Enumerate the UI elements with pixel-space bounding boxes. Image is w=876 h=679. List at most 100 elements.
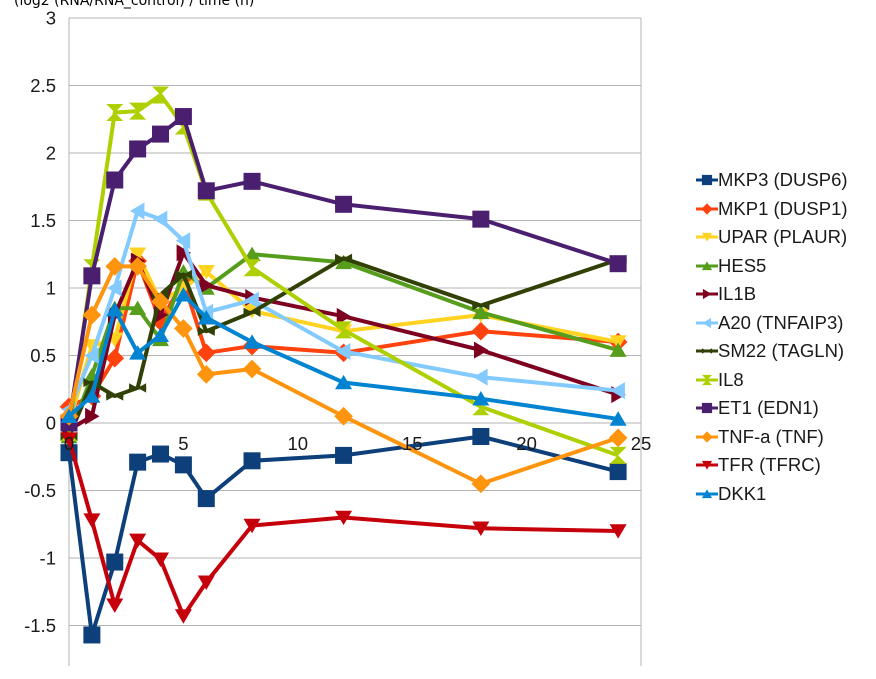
data-point [129, 300, 147, 316]
data-point [609, 446, 627, 464]
data-point [196, 343, 216, 363]
data-point [129, 140, 147, 158]
data-point [152, 86, 170, 104]
data-point [701, 403, 713, 414]
legend-swatch [696, 348, 718, 355]
legend-swatch [696, 175, 718, 186]
data-point [60, 408, 78, 424]
data-point [174, 108, 192, 126]
data-point [106, 104, 124, 121]
legend-item: SM22 (TAGLN) [696, 337, 848, 366]
legend-label: DKK1 [718, 482, 767, 504]
legend-swatch [696, 203, 718, 215]
data-point [152, 445, 170, 463]
data-point [197, 182, 215, 200]
data-point [701, 461, 713, 470]
legend-item: DKK1 [696, 480, 848, 509]
data-point [85, 407, 100, 425]
data-point [83, 513, 101, 528]
data-point [197, 265, 215, 280]
data-point [176, 244, 192, 262]
data-point [472, 300, 490, 311]
data-point [106, 301, 124, 317]
data-point [244, 291, 259, 309]
y-axis-label: (log2 (RNA/RNA_control) / time (h) [14, 0, 255, 9]
y-tick-label: 2 [46, 143, 56, 164]
data-point [83, 388, 101, 403]
legend-item: ET1 (EDN1) [696, 394, 848, 423]
data-point [105, 348, 125, 368]
legend: MKP3 (DUSP6) MKP1 (DUSP1) UPAR (PLAUR) HES5… [696, 166, 848, 508]
legend-label: HES5 [718, 254, 767, 276]
data-point [242, 359, 262, 379]
x-tick-label: 5 [178, 433, 188, 454]
y-tick-label: 3 [46, 8, 56, 29]
data-point [84, 347, 99, 364]
legend-swatch [696, 374, 718, 385]
data-point [105, 257, 125, 276]
data-point [609, 524, 627, 539]
y-tick-label: 0 [46, 413, 56, 434]
data-point [196, 365, 216, 384]
series-group [59, 86, 628, 644]
legend-label: MKP1 (DUSP1) [718, 197, 848, 219]
data-point [174, 609, 192, 624]
y-tick-label: -1.5 [24, 615, 56, 636]
data-point [335, 510, 353, 526]
legend-label: SM22 (TAGLN) [718, 340, 845, 362]
data-point [197, 310, 215, 325]
legend-item: HES5 [696, 252, 848, 281]
data-point [152, 210, 168, 228]
x-tick-label: 25 [631, 433, 652, 454]
data-point [152, 125, 170, 143]
grid [69, 17, 642, 666]
data-point [609, 342, 627, 357]
data-point [106, 553, 124, 571]
legend-swatch [696, 289, 718, 300]
y-tick-label: -0.5 [24, 480, 56, 501]
data-point [701, 203, 713, 215]
legend-item: TNF-a (TNF) [696, 423, 848, 452]
legend-item: IL1B [696, 280, 848, 309]
legend-swatch [696, 461, 718, 470]
data-point [335, 342, 351, 360]
data-point [702, 317, 712, 328]
data-point [701, 261, 713, 270]
data-point [243, 259, 261, 277]
data-point [197, 575, 215, 590]
data-point [610, 382, 625, 400]
data-point [151, 292, 170, 311]
data-point [335, 374, 353, 390]
legend-swatch [696, 233, 718, 242]
data-point [174, 319, 193, 338]
data-point [472, 210, 490, 228]
data-point [199, 276, 214, 294]
legend-label: TFR (TFRC) [718, 454, 821, 476]
legend-item: MKP1 (DUSP1) [696, 195, 848, 224]
legend-swatch [696, 489, 718, 498]
legend-item: TFR (TFRC) [696, 451, 848, 480]
legend-item: A20 (TNFAIP3) [696, 309, 848, 338]
x-tick-label: 20 [516, 433, 537, 454]
data-point [106, 171, 124, 189]
data-point [243, 334, 261, 349]
data-point [702, 289, 712, 300]
legend-swatch [696, 261, 718, 270]
data-point [472, 304, 490, 320]
data-point [335, 446, 353, 464]
data-point [129, 453, 147, 471]
data-point [609, 463, 627, 481]
data-point [174, 456, 192, 474]
data-point [474, 341, 489, 359]
data-point [129, 202, 145, 220]
series-tfr-tfrc- [60, 432, 627, 624]
data-point [174, 269, 192, 280]
data-point [609, 255, 627, 273]
data-point [471, 321, 491, 341]
data-point [129, 102, 147, 120]
data-point [106, 391, 124, 401]
data-point [128, 257, 147, 276]
legend-label: TNF-a (TNF) [718, 425, 824, 447]
data-point [129, 345, 147, 360]
